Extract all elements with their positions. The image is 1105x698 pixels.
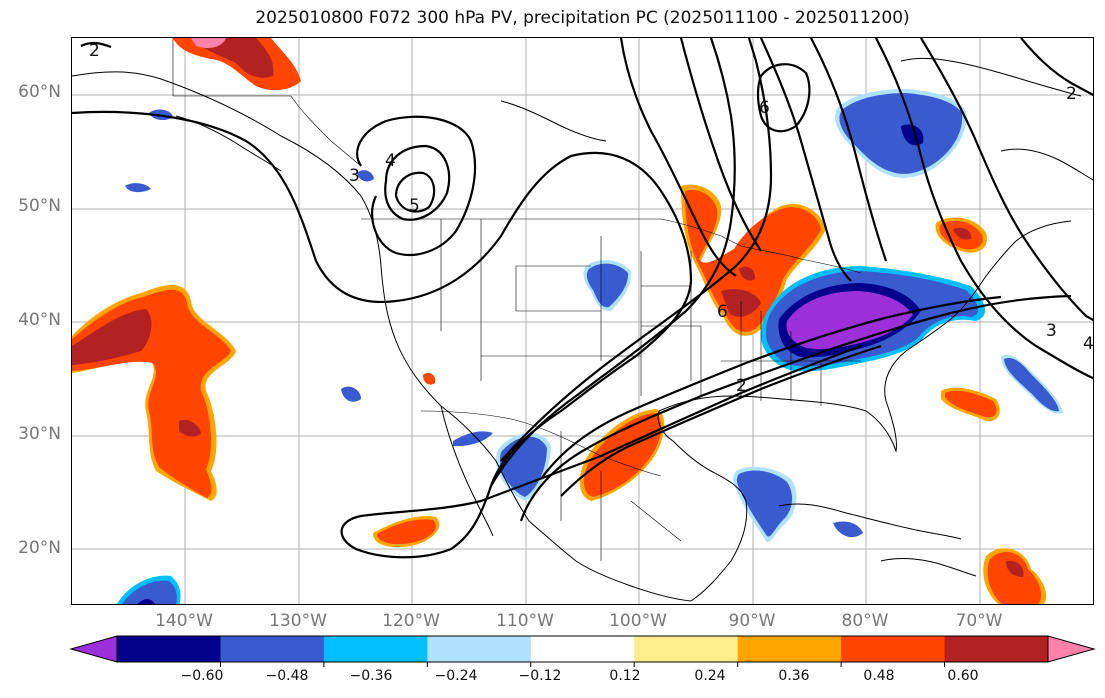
colorbar-tick-label: 0.24 — [694, 668, 726, 684]
colorbar-tick-label: 0.60 — [947, 668, 979, 684]
lat-label-50: 50°N — [18, 196, 61, 216]
contour-label: 4 — [1083, 334, 1094, 354]
contour-label-group: 2 2 3 4 5 6 6 2 3 4 — [89, 41, 1094, 396]
map-canvas: 2 2 3 4 5 6 6 2 3 4 — [72, 38, 1094, 604]
colorbar-tick-label: 0.48 — [863, 668, 895, 684]
contour-label: 4 — [385, 151, 396, 171]
colorbar-low-extend — [69, 635, 118, 663]
lon-label-80w: 80°W — [841, 611, 889, 631]
pv-contours — [72, 38, 1093, 559]
lon-label-100w: 100°W — [609, 611, 667, 631]
lon-label-140w: 140°W — [155, 611, 213, 631]
contour-label: 2 — [736, 376, 747, 396]
colorbar-swatches — [116, 635, 1049, 663]
lon-label-130w: 130°W — [269, 611, 327, 631]
colorbar-tick-label: −0.48 — [265, 668, 309, 684]
colorbar-tick-label: 0.36 — [778, 668, 810, 684]
contour-label: 2 — [1066, 84, 1077, 104]
lat-label-40: 40°N — [18, 310, 61, 330]
contour-label: 3 — [349, 166, 360, 186]
map-title: 2025010800 F072 300 hPa PV, precipitatio… — [255, 8, 910, 28]
colorbar-swatch — [634, 636, 739, 662]
colorbar-tick-label: −0.12 — [518, 668, 562, 684]
colorbar-ticks — [219, 662, 946, 667]
colorbar-tick-label: −0.60 — [180, 668, 224, 684]
lon-label-110w: 110°W — [496, 611, 554, 631]
colorbar-swatch — [427, 636, 532, 662]
lon-label-90w: 90°W — [728, 611, 776, 631]
political-borders — [172, 38, 862, 561]
lon-label-70w: 70°W — [955, 611, 1003, 631]
contour-label: 6 — [717, 302, 728, 322]
colorbar-swatch — [841, 636, 946, 662]
lat-label-20: 20°N — [18, 538, 61, 558]
map-panel: 2 2 3 4 5 6 6 2 3 4 — [71, 37, 1094, 605]
contour-label: 3 — [1046, 321, 1057, 341]
lat-label-60: 60°N — [18, 82, 61, 102]
precip-positive-anomalies — [72, 38, 1047, 604]
colorbar-tick-label: 0.12 — [609, 668, 641, 684]
contour-label: 2 — [89, 41, 100, 61]
lat-label-30: 30°N — [18, 424, 61, 444]
contour-label: 6 — [759, 98, 770, 118]
colorbar-high-extend — [1047, 635, 1096, 663]
colorbar-swatch — [944, 636, 1049, 662]
colorbar-tick-label: −0.24 — [434, 668, 478, 684]
colorbar-tick-label: −0.36 — [349, 668, 393, 684]
colorbar-swatch — [220, 636, 325, 662]
colorbar-swatch — [323, 636, 428, 662]
coastlines — [72, 57, 1093, 602]
colorbar-swatch — [530, 636, 635, 662]
contour-label: 5 — [409, 196, 420, 216]
colorbar-swatch — [117, 636, 221, 662]
lon-label-120w: 120°W — [382, 611, 440, 631]
colorbar-swatch — [737, 636, 842, 662]
precip-negative-anomalies — [117, 89, 1063, 604]
